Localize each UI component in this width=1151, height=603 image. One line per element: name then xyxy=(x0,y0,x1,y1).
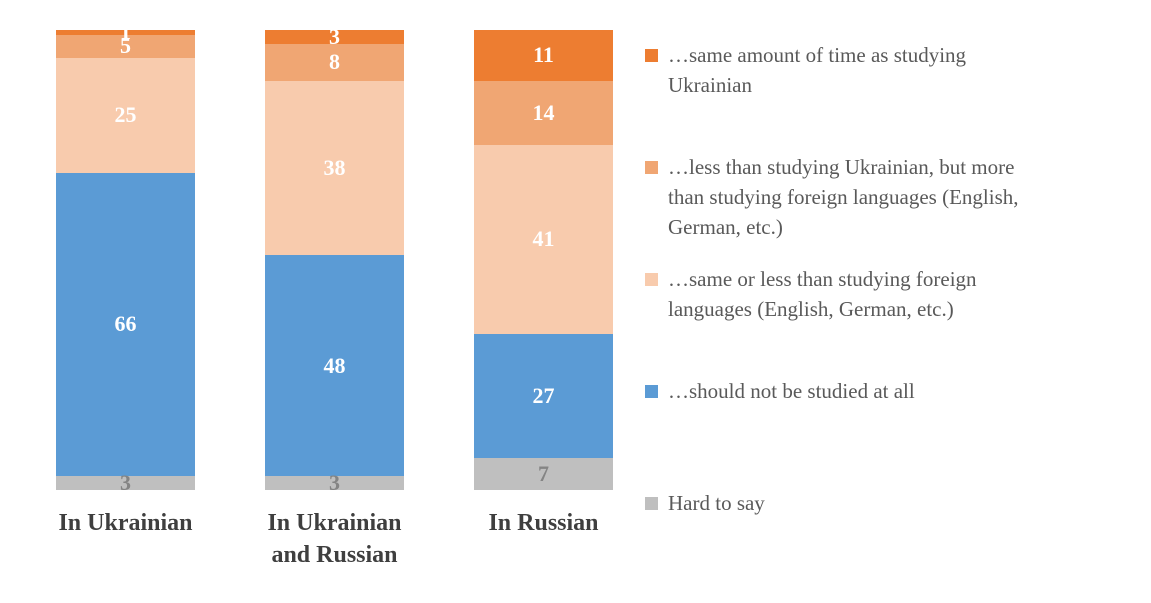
category-label: In Ukrainian and Russian xyxy=(267,510,402,569)
segment-value-label: 27 xyxy=(532,382,555,408)
legend-swatch-icon xyxy=(645,497,658,510)
legend-label: …same or less than studying foreign lang… xyxy=(668,267,977,321)
segment-value-label: 3 xyxy=(120,470,131,496)
segment-value-label: 7 xyxy=(538,460,549,486)
legend-label: …less than studying Ukrainian, but more … xyxy=(668,155,1019,239)
legend-swatch-icon xyxy=(645,161,658,174)
bar-segment: 14 xyxy=(474,80,613,145)
segment-value-label: 3 xyxy=(329,23,340,49)
bar-segment: 38 xyxy=(265,80,404,256)
segment-value-label: 14 xyxy=(532,99,555,125)
segment-value-label: 25 xyxy=(114,102,137,128)
segment-value-label: 5 xyxy=(120,33,131,59)
segment-value-label: 8 xyxy=(329,49,340,75)
legend: …same amount of time as studying Ukraini… xyxy=(645,0,1151,603)
segment-value-label: 38 xyxy=(323,154,346,180)
legend-swatch-icon xyxy=(645,273,658,286)
legend-item: …less than studying Ukrainian, but more … xyxy=(645,152,1019,242)
legend-label: …should not be studied at all xyxy=(668,379,915,403)
bar-segment: 5 xyxy=(56,33,195,59)
bar-segment: 25 xyxy=(56,57,195,173)
stacked-bar-2: 3 8 38 48 3 xyxy=(265,25,404,494)
legend-label: …same amount of time as studying Ukraini… xyxy=(668,43,967,97)
stacked-bar-1: 1 5 25 66 3 xyxy=(56,21,195,494)
legend-item: …same amount of time as studying Ukraini… xyxy=(645,40,966,100)
segment-value-label: 48 xyxy=(323,352,346,378)
category-label: In Ukrainian xyxy=(58,510,193,536)
category-label: In Russian xyxy=(488,510,599,536)
segment-value-label: 41 xyxy=(532,226,555,252)
legend-swatch-icon xyxy=(645,385,658,398)
bar-segment: 1 xyxy=(56,21,195,43)
bar-segment: 41 xyxy=(474,144,613,334)
legend-item: …should not be studied at all xyxy=(645,376,915,406)
bar-segment: 3 xyxy=(265,25,404,47)
segment-value-label: 1 xyxy=(120,19,131,45)
legend-item: Hard to say xyxy=(645,488,765,518)
stacked-bar-3: 11 14 41 27 7 xyxy=(474,30,613,490)
segment-value-label: 3 xyxy=(329,470,340,496)
segment-value-label: 11 xyxy=(533,42,554,68)
segment-value-label: 66 xyxy=(114,311,137,337)
bar-segment: 8 xyxy=(265,43,404,81)
legend-swatch-icon xyxy=(645,49,658,62)
bar-segment: 3 xyxy=(56,472,195,494)
bar-segment: 7 xyxy=(474,457,613,490)
bar-segment: 3 xyxy=(265,472,404,494)
bar-segment: 48 xyxy=(265,255,404,477)
bar-segment: 27 xyxy=(474,333,613,458)
legend-item: …same or less than studying foreign lang… xyxy=(645,264,977,324)
legend-label: Hard to say xyxy=(668,491,765,515)
bar-segment: 66 xyxy=(56,172,195,477)
bar-segment: 11 xyxy=(474,30,613,81)
